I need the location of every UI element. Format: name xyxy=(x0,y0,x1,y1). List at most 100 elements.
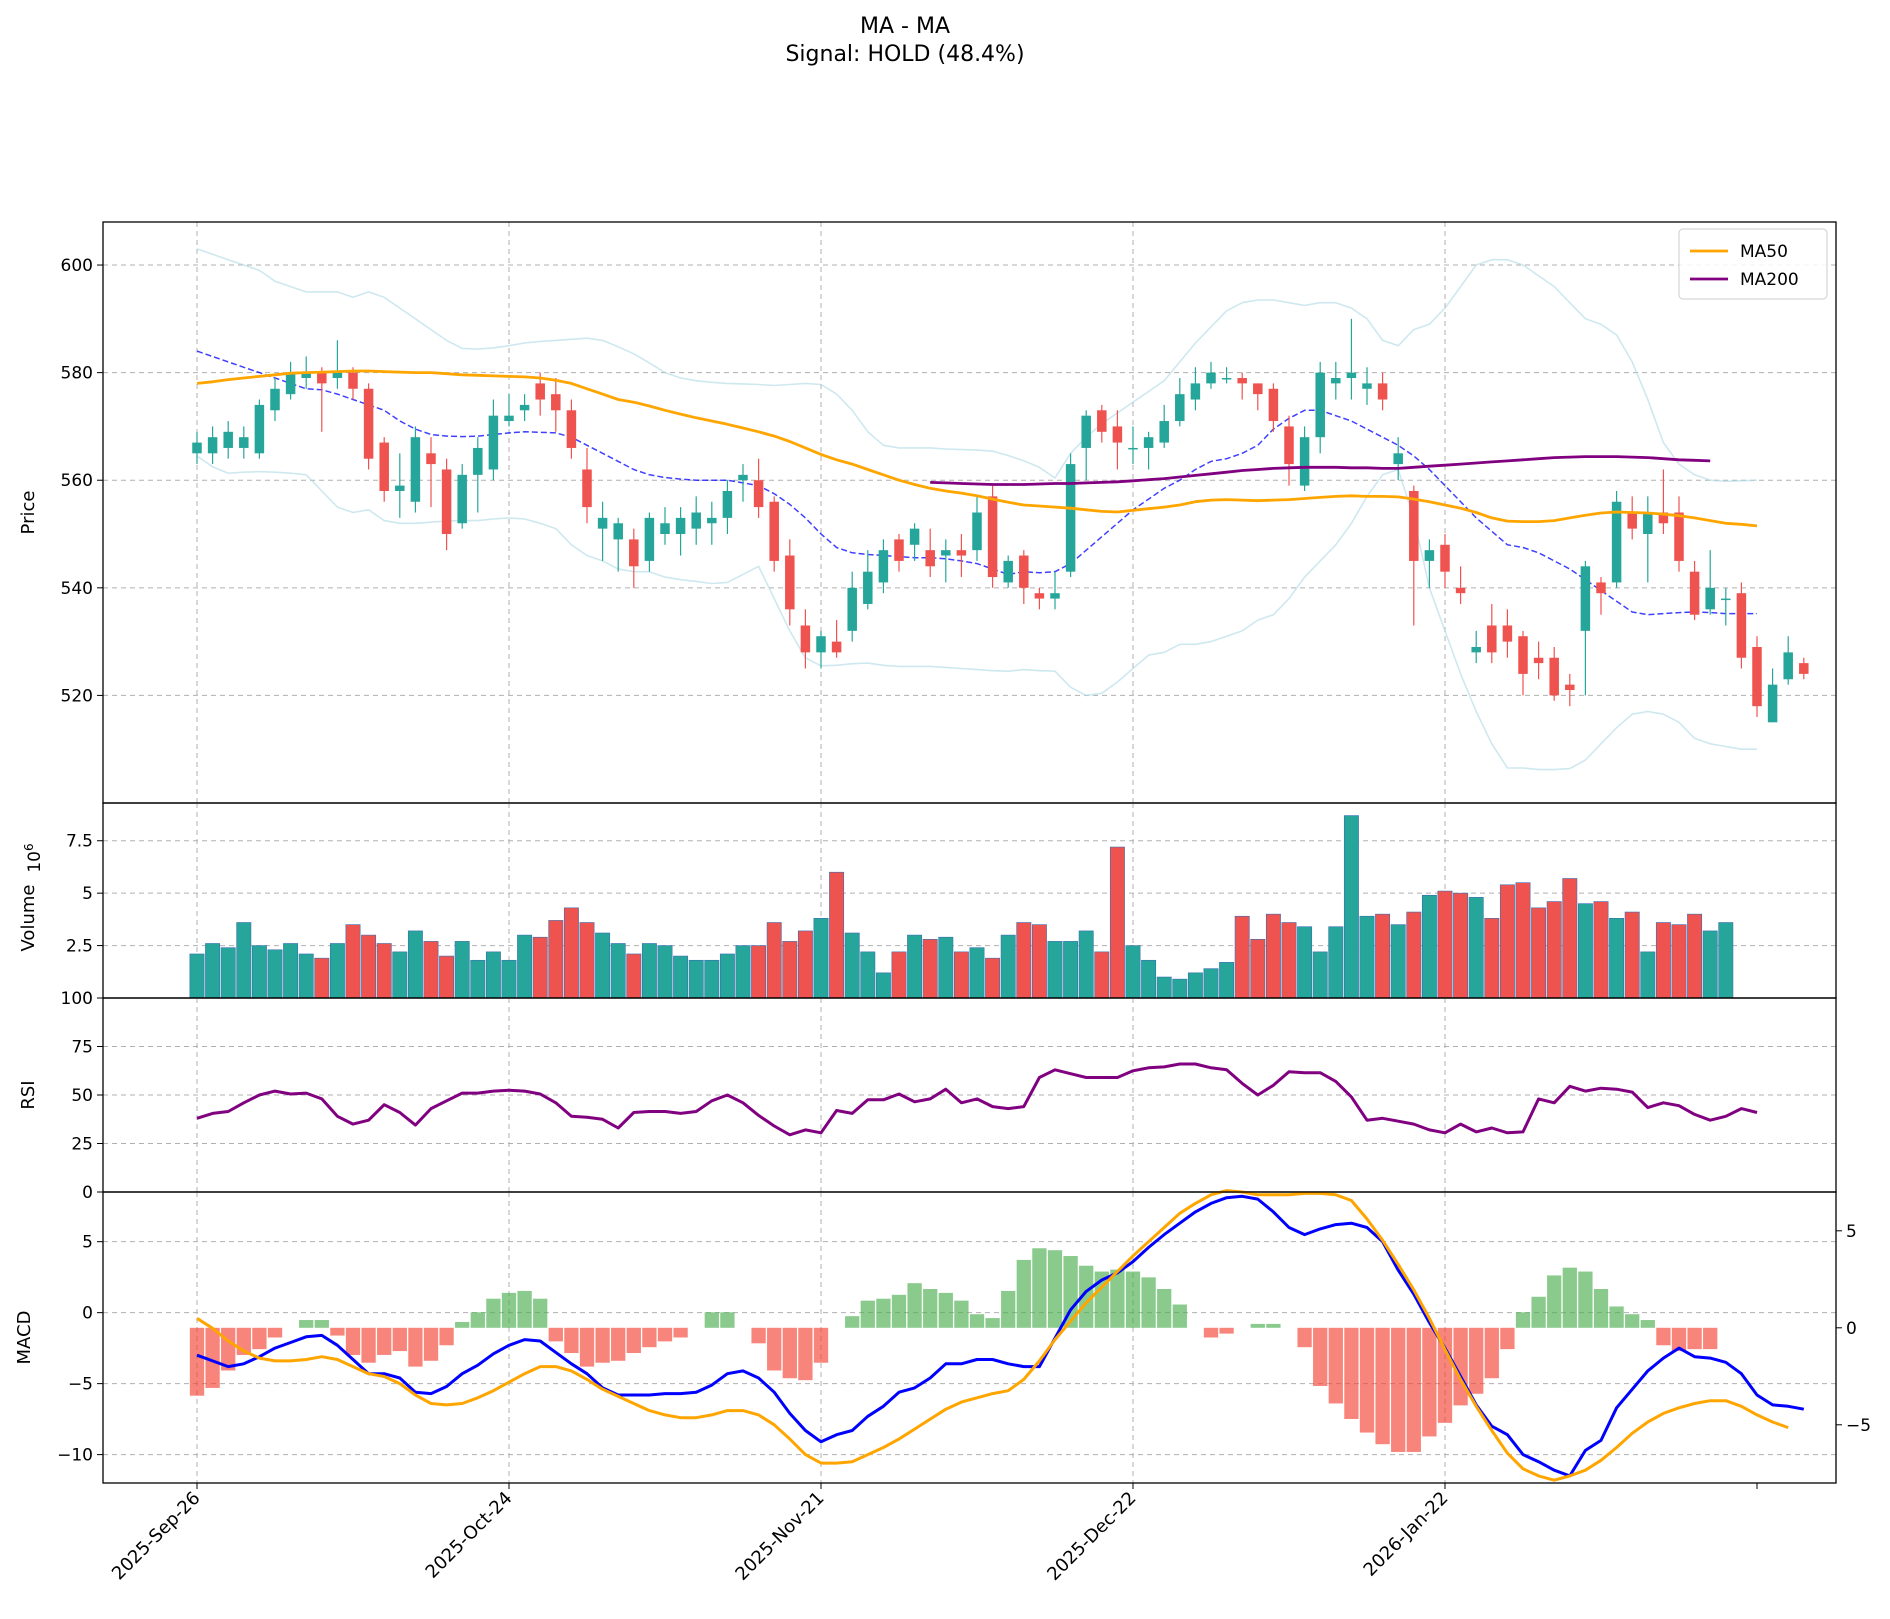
candle-body xyxy=(1034,593,1045,599)
rsi-axis-label: RSI xyxy=(18,1080,39,1109)
macd-histogram-bar xyxy=(938,1292,953,1328)
figure-title: MA - MA xyxy=(860,14,950,39)
macd-histogram-bar xyxy=(1406,1327,1421,1452)
volume-bar xyxy=(1000,934,1016,999)
candle-body xyxy=(1767,684,1778,723)
candle-body xyxy=(1440,544,1450,572)
macd-histogram-bar xyxy=(486,1298,501,1328)
volume-bar xyxy=(485,951,501,999)
macd-histogram-bar xyxy=(704,1312,719,1328)
macd-histogram-bar xyxy=(1157,1289,1172,1328)
macd-histogram-bar xyxy=(1656,1327,1671,1346)
candle-body xyxy=(941,550,951,556)
macd-histogram-bar xyxy=(548,1327,563,1342)
macd-histogram-bar xyxy=(1250,1323,1265,1328)
candle-body xyxy=(691,512,701,529)
volume-bar xyxy=(1624,911,1640,999)
volume-bar xyxy=(735,945,751,999)
rsi-tick-label: 50 xyxy=(71,1086,93,1106)
candle-body xyxy=(519,404,530,411)
volume-bar xyxy=(1297,926,1313,999)
candle-body xyxy=(535,383,545,400)
macd-histogram-bar xyxy=(782,1327,797,1379)
volume-bar xyxy=(220,947,236,999)
macd-histogram-bar xyxy=(314,1320,329,1328)
candle-body xyxy=(1565,684,1575,691)
price-tick-label: 520 xyxy=(61,686,93,706)
volume-bar xyxy=(1125,945,1141,999)
volume-bar xyxy=(1453,892,1469,999)
series-rsi xyxy=(196,1062,1758,1137)
volume-bar xyxy=(1718,922,1734,999)
candle-body xyxy=(972,512,982,551)
candle-body xyxy=(1471,646,1481,653)
candle-body xyxy=(1128,447,1138,450)
candle-body xyxy=(1143,437,1154,448)
price-tick-label: 560 xyxy=(61,471,93,491)
candle-body xyxy=(1393,453,1403,465)
volume-bar xyxy=(1515,882,1531,999)
volume-bar xyxy=(1531,907,1547,999)
volume-bar xyxy=(829,871,845,999)
candle-body xyxy=(863,571,873,604)
volume-bar xyxy=(1031,924,1047,999)
macd-histogram-bar xyxy=(579,1327,595,1367)
volume-bar xyxy=(1406,911,1422,999)
macd-histogram-bar xyxy=(1547,1275,1562,1328)
macd-secondary-tick-label: −5 xyxy=(1846,1416,1871,1436)
macd-histogram-bar xyxy=(1047,1250,1063,1328)
volume-bar xyxy=(1390,924,1406,999)
macd-histogram-bar xyxy=(611,1327,626,1361)
volume-bar xyxy=(969,947,985,999)
volume-bar xyxy=(953,951,969,999)
candle-body xyxy=(1019,555,1029,588)
macd-histogram-bar xyxy=(1110,1269,1125,1328)
macd-histogram-bar xyxy=(891,1294,907,1328)
candle-body xyxy=(1331,378,1341,384)
price-panel: 520 540 560 580 600 Price MA50 MA200 xyxy=(18,221,1837,804)
candle-body xyxy=(909,528,920,545)
candle-body xyxy=(239,437,249,448)
volume-bar xyxy=(641,943,657,999)
rsi-tick-label: 75 xyxy=(71,1038,93,1058)
candle-body xyxy=(769,501,779,561)
volume-bar xyxy=(844,932,860,999)
volume-bar xyxy=(470,959,486,999)
candle-body xyxy=(800,625,811,653)
candle-body xyxy=(1752,646,1762,707)
macd-histogram-bar xyxy=(1125,1271,1141,1328)
candle-body xyxy=(363,388,374,459)
macd-histogram-bar xyxy=(1375,1327,1390,1445)
volume-bar xyxy=(517,934,533,999)
candle-body xyxy=(1409,490,1419,561)
candle-body xyxy=(753,480,764,508)
macd-histogram-bar xyxy=(876,1298,891,1328)
candle-body xyxy=(956,550,967,556)
macd-panel-frame xyxy=(102,1191,1837,1484)
candle-body xyxy=(1487,625,1497,653)
volume-bar xyxy=(1172,978,1188,999)
volume-bar xyxy=(673,955,689,999)
macd-histogram-bar xyxy=(1422,1327,1437,1437)
candle-body xyxy=(301,372,311,379)
candle-body xyxy=(1065,464,1076,572)
macd-histogram-bar xyxy=(330,1327,345,1336)
volume-bar xyxy=(454,941,470,999)
macd-histogram-bar xyxy=(533,1298,548,1328)
volume-bar xyxy=(1328,926,1344,999)
candle-body xyxy=(629,539,639,567)
candle-body xyxy=(831,641,842,653)
candle-body xyxy=(410,437,421,502)
candle-body xyxy=(1362,383,1372,389)
candle-body xyxy=(1783,652,1793,680)
candle-body xyxy=(1284,426,1294,465)
volume-bar xyxy=(1203,968,1219,999)
series-signal xyxy=(196,1189,1789,1482)
macd-tick-label: 5 xyxy=(82,1233,93,1253)
candle-body xyxy=(317,372,327,384)
candle-body xyxy=(1175,394,1185,422)
candle-body xyxy=(1253,383,1263,395)
macd-histogram-bar xyxy=(501,1292,517,1328)
macd-histogram-bar xyxy=(1484,1327,1499,1379)
macd-histogram-bar xyxy=(798,1327,813,1381)
